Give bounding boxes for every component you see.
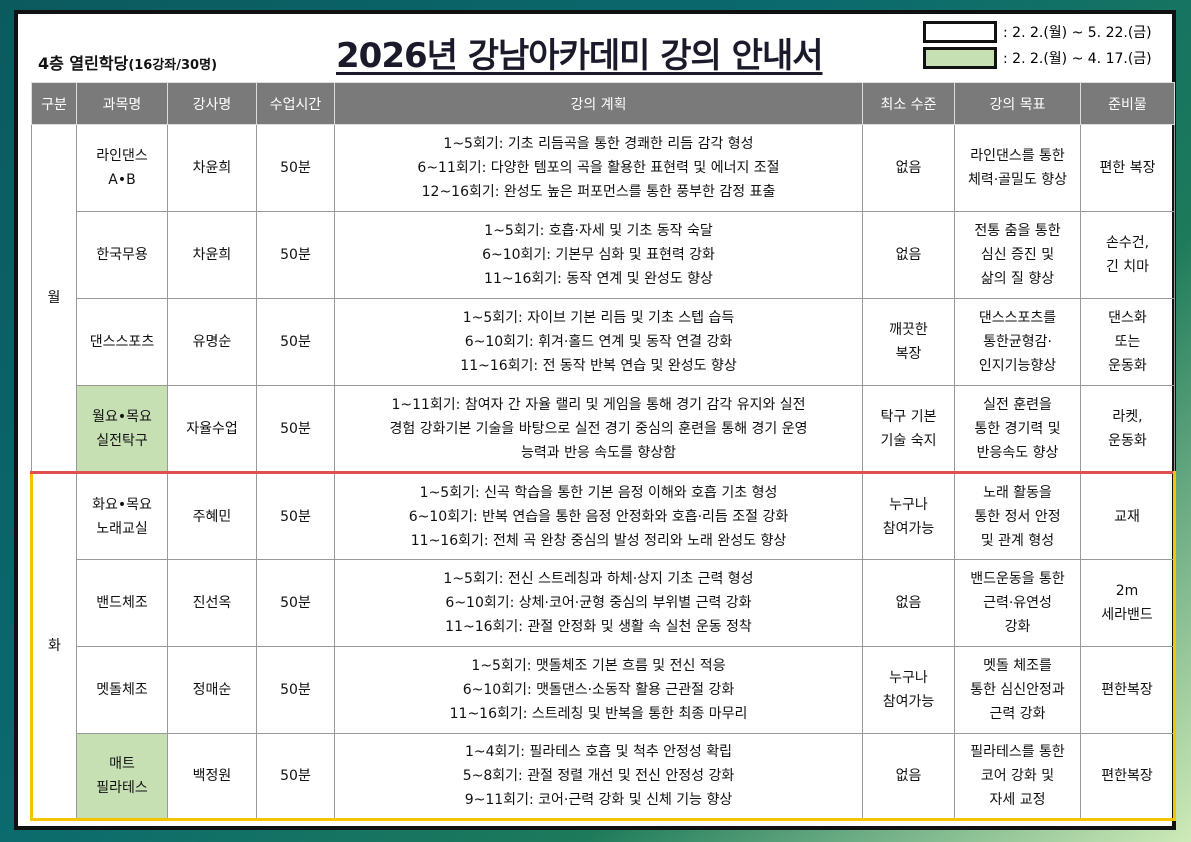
time-cell: 50분 [256, 298, 335, 386]
supplies-cell: 편한복장 [1080, 646, 1176, 734]
plan-cell: 1~5회기: 기초 리듬곡을 통한 경쾌한 리듬 감각 형성 6~11회기: 다… [334, 124, 863, 212]
goal-cell: 노래 활동을 통한 정서 안정 및 관계 형성 [954, 471, 1081, 560]
level-cell: 누구나 참여가능 [862, 471, 955, 560]
teacher-cell: 주혜민 [167, 471, 257, 560]
teacher-cell: 유명순 [167, 298, 257, 386]
header-col-supplies: 준비물 [1080, 82, 1175, 125]
subject-cell: 댄스스포츠 [76, 298, 168, 386]
level-cell: 없음 [862, 124, 955, 212]
legend: : 2. 2.(월) ~ 5. 22.(금) : 2. 2.(월) ~ 4. 1… [923, 20, 1152, 72]
subject-cell: 화요•목요 노래교실 [76, 471, 168, 560]
legend-item-green: : 2. 2.(월) ~ 4. 17.(금) [923, 46, 1152, 70]
supplies-cell: 편한 복장 [1080, 124, 1175, 212]
legend-swatch [923, 47, 997, 69]
teacher-cell: 백정원 [167, 733, 257, 821]
header-col-subject: 과목명 [76, 82, 168, 125]
level-cell: 없음 [862, 559, 955, 647]
supplies-cell: 2m 세라밴드 [1080, 559, 1176, 647]
legend-item-white: : 2. 2.(월) ~ 5. 22.(금) [923, 20, 1152, 44]
time-cell: 50분 [256, 559, 335, 647]
level-cell: 누구나 참여가능 [862, 646, 955, 734]
plan-cell: 1~5회기: 맷돌체조 기본 흐름 및 전신 적응 6~10회기: 맷돌댄스·소… [334, 646, 863, 734]
teacher-cell: 진선옥 [167, 559, 257, 647]
supplies-cell: 교재 [1080, 471, 1176, 560]
goal-cell: 멧돌 체조를 통한 심신안정과 근력 강화 [954, 646, 1081, 734]
subject-cell: 멧돌체조 [76, 646, 168, 734]
table-row: 댄스스포츠 유명순 50분 1~5회기: 자이브 기본 리듬 및 기초 스텝 습득 6… [32, 298, 1175, 386]
plan-cell: 1~5회기: 자이브 기본 리듬 및 기초 스텝 습득 6~10회기: 휘겨·홀… [334, 298, 863, 386]
schedule-sheet: 4층 열린학당(16강좌/30명) 2026년 강남아카데미 강의 안내서 : … [14, 10, 1176, 830]
header-col-category: 구분 [31, 82, 77, 125]
time-cell: 50분 [256, 211, 335, 299]
time-cell: 50분 [256, 733, 335, 821]
level-cell: 없음 [862, 211, 955, 299]
plan-cell: 1~11회기: 참여자 간 자율 랠리 및 게임을 통해 경기 감각 유지와 실… [334, 385, 863, 473]
day-cell: 화 [30, 471, 77, 821]
goal-cell: 댄스스포츠를 통한균형감· 인지기능향상 [954, 298, 1081, 386]
table-row: 밴드체조 진선옥 50분 1~5회기: 전신 스트레칭과 하체·상지 기초 근력 형성… [32, 559, 1176, 647]
header-col-goal: 강의 목표 [954, 82, 1081, 125]
subject-cell: 한국무용 [76, 211, 168, 299]
plan-cell: 1~5회기: 호흡·자세 및 기초 동작 숙달 6~10회기: 기본무 심화 및… [334, 211, 863, 299]
supplies-cell: 댄스화 또는 운동화 [1080, 298, 1175, 386]
header-col-level: 최소 수준 [862, 82, 955, 125]
table-row: 월 라인댄스 A•B 차윤희 50분 1~5회기: 기초 리듬곡을 통한 경쾌한 리듬 … [31, 124, 1175, 473]
header-col-time: 수업시간 [256, 82, 335, 125]
subject-cell: 밴드체조 [76, 559, 168, 647]
teacher-cell: 차윤희 [167, 211, 257, 299]
supplies-cell: 편한복장 [1080, 733, 1176, 821]
header-col-teacher: 강사명 [167, 82, 257, 125]
table-row: 한국무용 차윤희 50분 1~5회기: 호흡·자세 및 기초 동작 숙달 6~10회기… [32, 211, 1175, 299]
teacher-cell: 자율수업 [167, 385, 257, 473]
level-cell: 탁구 기본 기술 숙지 [862, 385, 955, 473]
goal-cell: 전통 춤을 통한 심신 증진 및 삶의 질 향상 [954, 211, 1081, 299]
supplies-cell: 손수건, 긴 치마 [1080, 211, 1175, 299]
teacher-cell: 정매순 [167, 646, 257, 734]
time-cell: 50분 [256, 646, 335, 734]
course-table: 구분 과목명 강사명 수업시간 강의 계획 최소 수준 강의 목표 준비물 월 라인댄스 A•B… [30, 82, 1176, 821]
plan-cell: 1~5회기: 신곡 학습을 통한 기본 음정 이해와 호흡 기초 형성 6~10… [334, 471, 863, 560]
table-header: 구분 과목명 강사명 수업시간 강의 계획 최소 수준 강의 목표 준비물 [31, 82, 1175, 125]
header-col-plan: 강의 계획 [334, 82, 863, 125]
day-cell: 월 [31, 124, 77, 473]
plan-cell: 1~4회기: 필라테스 호흡 및 척추 안정성 확립 5~8회기: 관절 정렬 … [334, 733, 863, 821]
goal-cell: 라인댄스를 통한 체력·골밀도 향상 [954, 124, 1081, 212]
table-row: 월요•목요 실전탁구 자율수업 50분 1~11회기: 참여자 간 자율 랠리 및 게… [32, 385, 1175, 473]
level-cell: 없음 [862, 733, 955, 821]
goal-cell: 실전 훈련을 통한 경기력 및 반응속도 향상 [954, 385, 1081, 473]
page-title: 2026년 강남아카데미 강의 안내서 [336, 36, 823, 76]
goal-cell: 필라테스를 통한 코어 강화 및 자세 교정 [954, 733, 1081, 821]
legend-swatch [923, 21, 997, 43]
table-row: 멧돌체조 정매순 50분 1~5회기: 맷돌체조 기본 흐름 및 전신 적응 6~10… [32, 646, 1176, 734]
subject-cell: 라인댄스 A•B [76, 124, 168, 212]
goal-cell: 밴드운동을 통한 근력·유연성 강화 [954, 559, 1081, 647]
subject-cell: 월요•목요 실전탁구 [76, 385, 168, 473]
supplies-cell: 라켓, 운동화 [1080, 385, 1175, 473]
table-row: 매트 필라테스 백정원 50분 1~4회기: 필라테스 호흡 및 척추 안정성 확립 … [32, 733, 1176, 821]
table-row: 화 화요•목요 노래교실 주혜민 50분 1~5회기: 신곡 학습을 통한 기본 음정 … [30, 471, 1176, 821]
time-cell: 50분 [256, 124, 335, 212]
subject-cell: 매트 필라테스 [76, 733, 168, 821]
plan-cell: 1~5회기: 전신 스트레칭과 하체·상지 기초 근력 형성 6~10회기: 상… [334, 559, 863, 647]
time-cell: 50분 [256, 385, 335, 473]
floor-label: 4층 열린학당(16강좌/30명) [38, 54, 218, 73]
time-cell: 50분 [256, 471, 335, 560]
level-cell: 깨끗한 복장 [862, 298, 955, 386]
teacher-cell: 차윤희 [167, 124, 257, 212]
